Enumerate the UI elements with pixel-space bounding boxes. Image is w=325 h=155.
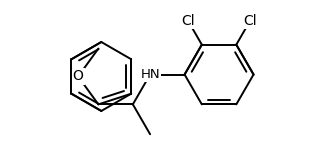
Text: HN: HN xyxy=(140,68,160,81)
Text: O: O xyxy=(73,69,84,84)
Text: Cl: Cl xyxy=(243,14,257,28)
Text: Cl: Cl xyxy=(181,14,195,28)
